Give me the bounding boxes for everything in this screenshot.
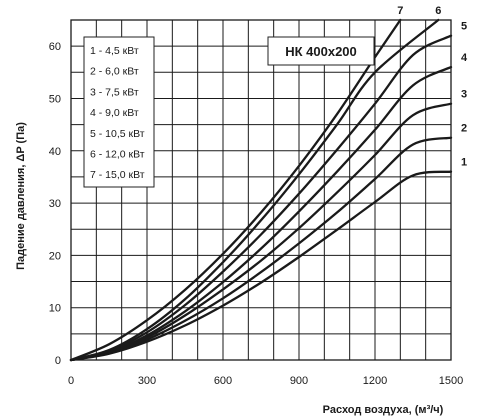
series-end-labels: 1 2 3 4 5 6 7 [397,5,468,169]
x-tick-label: 0 [68,375,74,387]
chart-frame [70,19,452,361]
legend-entry-7: 7 - 15,0 кВт [90,169,145,181]
y-tick-label: 60 [49,41,61,53]
y-axis-title: Падение давления, ΔP (Па) [15,122,27,270]
series-1-end-label: 1 [461,157,467,169]
series-6-end-label: 6 [435,5,441,17]
model-label-group: НК 400x200 [267,36,375,66]
legend: 1 - 4,5 кВт 2 - 6,0 кВт 3 - 7,5 кВт 4 - 9,0… [83,36,155,188]
x-tick-label: 1500 [439,375,463,387]
x-tick-label: 1200 [363,375,387,387]
legend-box [83,36,155,188]
series-5-line [69,34,453,362]
legend-entry-4: 4 - 9,0 кВт [90,107,139,119]
y-tick-label: 40 [49,146,61,158]
series-4-end-label: 4 [461,52,468,64]
y-tick-label: 30 [49,198,61,210]
x-tick-label: 900 [290,375,308,387]
y-tick-label: 0 [55,355,61,367]
series-6-line [69,18,440,362]
series-3-end-label: 3 [461,89,467,101]
series-2-end-label: 2 [461,123,467,135]
series-2-line [69,136,453,362]
legend-entry-3: 3 - 7,5 кВт [90,86,139,98]
x-axis-title: Расход воздуха, (м³/ч) [323,404,444,416]
legend-entry-2: 2 - 6,0 кВт [90,66,139,78]
legend-entry-1: 1 - 4,5 кВт [90,45,139,57]
model-label: НК 400x200 [285,44,357,59]
legend-entry-5: 5 - 10,5 кВт [90,128,145,140]
series-7-end-label: 7 [397,5,403,17]
x-tick-label: 600 [214,375,232,387]
x-tick-label: 300 [138,375,156,387]
y-tick-label: 50 [49,93,61,105]
series-curves [69,18,453,362]
series-3-line [69,102,453,362]
legend-entry-6: 6 - 12,0 кВт [90,149,145,161]
y-tick-label: 20 [49,250,61,262]
series-4-line [69,65,453,362]
series-7-line [69,18,402,362]
model-label-box [267,36,375,66]
series-5-end-label: 5 [461,21,467,33]
y-tick-label: 10 [49,303,61,315]
plot-border [70,19,452,361]
series-1-line [69,170,453,362]
axis-ticks: 0 300 600 900 1200 1500 0 10 20 30 40 50 60 [49,41,463,387]
